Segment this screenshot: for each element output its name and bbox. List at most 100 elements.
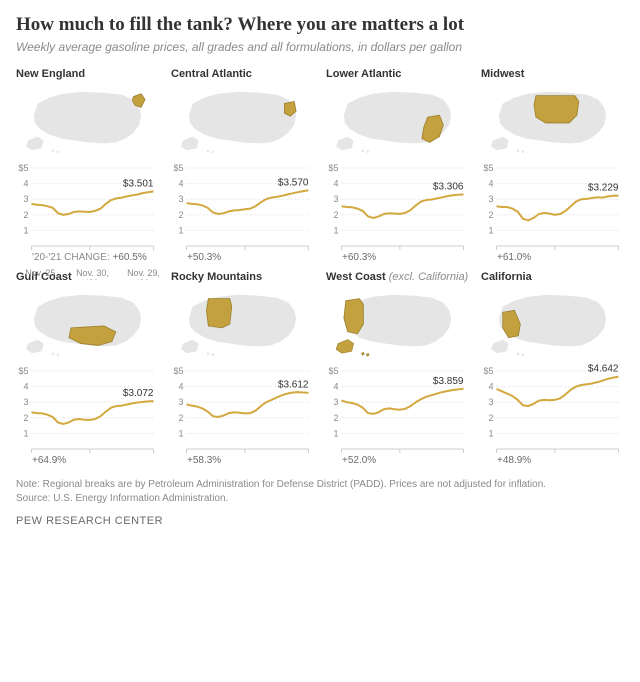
- map-wrap: [171, 82, 314, 160]
- map-icon: [326, 82, 469, 160]
- svg-text:1: 1: [178, 225, 183, 235]
- map-wrap: [326, 285, 469, 363]
- svg-text:2: 2: [178, 413, 183, 423]
- map-icon: [16, 285, 159, 363]
- svg-text:3: 3: [178, 194, 183, 204]
- svg-text:Nov. 25,: Nov. 25,: [25, 268, 58, 278]
- svg-text:4: 4: [23, 382, 28, 392]
- svg-text:1: 1: [178, 428, 183, 438]
- map-wrap: [16, 285, 159, 363]
- change-value: +52.0%: [342, 455, 376, 466]
- svg-text:2: 2: [23, 413, 28, 423]
- svg-text:4: 4: [23, 179, 28, 189]
- svg-text:3: 3: [333, 194, 338, 204]
- change-label: +48.9%: [497, 455, 624, 466]
- svg-text:3: 3: [23, 194, 28, 204]
- change-value: +64.9%: [32, 455, 66, 466]
- svg-text:2: 2: [488, 413, 493, 423]
- panel-title: Central Atlantic: [171, 68, 314, 80]
- svg-text:'21: '21: [138, 278, 150, 280]
- svg-text:2: 2: [333, 210, 338, 220]
- svg-text:4: 4: [488, 382, 493, 392]
- panel-title: New England: [16, 68, 159, 80]
- footer-source: Source: U.S. Energy Information Administ…: [16, 492, 624, 506]
- svg-text:3: 3: [178, 397, 183, 407]
- svg-text:Nov. 29,: Nov. 29,: [127, 268, 159, 278]
- change-value: +60.5%: [113, 252, 147, 263]
- footer: Note: Regional breaks are by Petroleum A…: [16, 478, 624, 529]
- svg-text:$5: $5: [18, 163, 28, 173]
- map-icon: [481, 285, 624, 363]
- svg-text:$5: $5: [173, 366, 183, 376]
- svg-text:4: 4: [333, 179, 338, 189]
- panel: Midwest 1 2 3 4 $5 $3.229 +61.0%: [481, 68, 624, 263]
- svg-text:4: 4: [333, 382, 338, 392]
- svg-text:3: 3: [488, 194, 493, 204]
- panel: Central Atlantic 1 2 3 4 $5 $3.570 +50.3%: [171, 68, 314, 263]
- svg-text:$3.501: $3.501: [123, 178, 154, 189]
- change-label: +52.0%: [342, 455, 469, 466]
- chart-title: How much to fill the tank? Where you are…: [16, 14, 624, 36]
- change-label: +58.3%: [187, 455, 314, 466]
- map-icon: [481, 82, 624, 160]
- change-label: +60.3%: [342, 252, 469, 263]
- change-label: +50.3%: [187, 252, 314, 263]
- map-wrap: [171, 285, 314, 363]
- change-label: '20-'21 CHANGE: +60.5%: [32, 252, 159, 263]
- map-icon: [171, 285, 314, 363]
- change-prefix: '20-'21 CHANGE:: [32, 252, 113, 263]
- svg-text:Nov. 30,: Nov. 30,: [76, 268, 109, 278]
- panel: West Coast (excl. California) 1234$5 $3.…: [326, 271, 469, 466]
- svg-text:1: 1: [488, 428, 493, 438]
- svg-text:1: 1: [333, 225, 338, 235]
- map-icon: [326, 285, 469, 363]
- map-wrap: [326, 82, 469, 160]
- svg-text:3: 3: [488, 397, 493, 407]
- svg-text:3: 3: [23, 397, 28, 407]
- svg-text:$5: $5: [328, 366, 338, 376]
- change-value: +48.9%: [497, 455, 531, 466]
- svg-text:$3.072: $3.072: [123, 388, 154, 399]
- panel: California 1234$5 $4.642 +48.9%: [481, 271, 624, 466]
- svg-text:1: 1: [333, 428, 338, 438]
- panel-title: Midwest: [481, 68, 624, 80]
- map-icon: [16, 82, 159, 160]
- change-value: +50.3%: [187, 252, 221, 263]
- svg-text:4: 4: [178, 382, 183, 392]
- footer-brand: PEW RESEARCH CENTER: [16, 514, 624, 529]
- svg-text:3: 3: [333, 397, 338, 407]
- svg-text:4: 4: [488, 179, 493, 189]
- svg-text:$5: $5: [483, 163, 493, 173]
- svg-text:$3.859: $3.859: [433, 376, 464, 387]
- chart-subtitle: Weekly average gasoline prices, all grad…: [16, 40, 624, 54]
- panel-grid: New England 1 2 3 4 $5 $3.501 Nov. 25,'19 Nov…: [16, 68, 624, 466]
- svg-text:'20: '20: [87, 278, 99, 280]
- map-wrap: [16, 82, 159, 160]
- svg-text:$3.229: $3.229: [588, 183, 619, 194]
- svg-text:$5: $5: [173, 163, 183, 173]
- change-label: +64.9%: [32, 455, 159, 466]
- svg-text:$5: $5: [328, 163, 338, 173]
- svg-text:2: 2: [488, 210, 493, 220]
- change-label: +61.0%: [497, 252, 624, 263]
- map-wrap: [481, 285, 624, 363]
- panel: Gulf Coast 1234$5 $3.072 +64.9%: [16, 271, 159, 466]
- map-icon: [171, 82, 314, 160]
- svg-text:1: 1: [488, 225, 493, 235]
- panel: New England 1234$5 $3.501 Nov. 25,'19Nov…: [16, 68, 159, 263]
- svg-text:$3.570: $3.570: [278, 177, 309, 188]
- svg-text:4: 4: [178, 179, 183, 189]
- svg-text:1: 1: [23, 225, 28, 235]
- svg-text:2: 2: [333, 413, 338, 423]
- change-value: +60.3%: [342, 252, 376, 263]
- panel: Rocky Mountains 1234$5 $3.612 +58.3%: [171, 271, 314, 466]
- svg-text:1: 1: [23, 428, 28, 438]
- change-value: +61.0%: [497, 252, 531, 263]
- map-wrap: [481, 82, 624, 160]
- svg-text:'19: '19: [36, 278, 48, 280]
- svg-text:2: 2: [178, 210, 183, 220]
- svg-text:$5: $5: [483, 366, 493, 376]
- svg-text:$4.642: $4.642: [588, 364, 619, 375]
- svg-text:$3.612: $3.612: [278, 380, 309, 391]
- svg-text:$5: $5: [18, 366, 28, 376]
